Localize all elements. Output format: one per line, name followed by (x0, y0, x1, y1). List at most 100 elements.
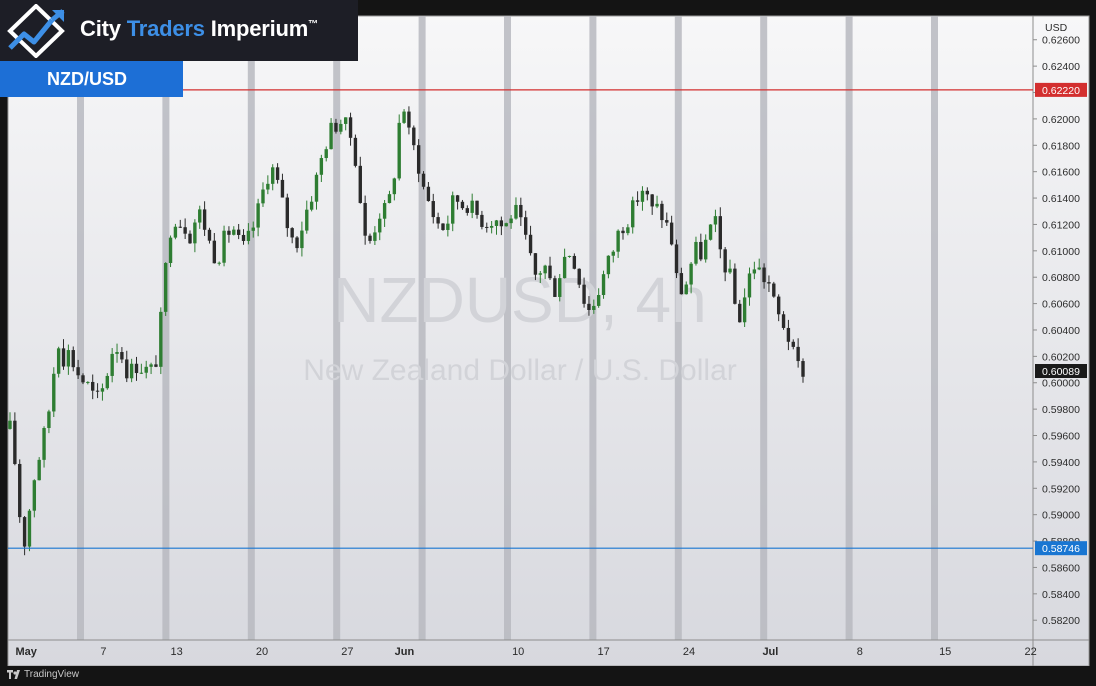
candle-body (183, 227, 187, 234)
candle-body (562, 256, 567, 279)
candle-body (227, 230, 231, 235)
candle-body (455, 195, 460, 202)
candle-body (416, 145, 421, 174)
candle-body (159, 311, 163, 367)
candle-body (212, 240, 217, 264)
weekend-band (247, 16, 255, 640)
weekend-band (674, 16, 682, 640)
weekend-band (162, 16, 170, 640)
candle-body (611, 251, 615, 256)
candle-body (728, 268, 732, 273)
candle-body (42, 428, 46, 460)
candle-body (246, 230, 251, 241)
candle-body (713, 216, 718, 225)
candle-body (353, 137, 358, 166)
y-tick-label: 0.61400 (1042, 193, 1080, 205)
candle-body (601, 274, 606, 296)
candle-body (314, 174, 319, 202)
candle-body (129, 363, 134, 379)
candle-body (110, 353, 114, 376)
x-tick-label: 24 (683, 646, 695, 658)
candle-body (280, 179, 285, 198)
candle-body (295, 237, 299, 249)
candle-body (645, 190, 650, 195)
watermark-title: NZDUSD, 4h (333, 264, 706, 336)
candle-body (509, 218, 513, 224)
candle-body (339, 123, 343, 132)
candle-body (266, 183, 270, 190)
y-tick-label: 0.61800 (1042, 140, 1080, 152)
candle-body (504, 223, 508, 227)
y-tick-label: 0.62400 (1042, 61, 1080, 73)
support-price-label: 0.58746 (1042, 543, 1080, 555)
last-price-label: 0.60089 (1042, 366, 1080, 378)
candle-body (300, 230, 304, 249)
symbol-label: NZD/USD (47, 69, 127, 89)
candle-body (791, 341, 795, 347)
y-tick-label: 0.59800 (1042, 404, 1080, 416)
candle-body (154, 364, 158, 367)
candle-body (767, 282, 771, 284)
candle-body (436, 217, 440, 224)
candle-body (236, 229, 241, 235)
candle-body (378, 218, 382, 233)
candle-body (66, 350, 71, 367)
candle-body (796, 346, 800, 362)
candle-body (596, 295, 601, 306)
candle-body (412, 127, 416, 146)
candle-body (32, 480, 37, 511)
candle-body (27, 510, 32, 547)
candle-body (358, 165, 362, 203)
candle-body (61, 348, 66, 367)
candle-body (8, 420, 12, 429)
candle-body (538, 273, 542, 275)
candle-body (451, 195, 455, 224)
candle-body (81, 375, 85, 383)
candle-body (747, 273, 752, 298)
candle-body (567, 255, 572, 257)
candle-body (665, 220, 669, 223)
candle-body (738, 303, 742, 323)
candle-body (173, 226, 178, 238)
candle-body (660, 203, 664, 221)
x-tick-label: 7 (100, 646, 106, 658)
candle-body (193, 222, 197, 244)
x-tick-label: Jul (762, 646, 778, 658)
candle-body (232, 229, 236, 235)
candle-body (324, 149, 328, 159)
x-tick-label: May (15, 646, 37, 658)
candle-body (56, 348, 61, 374)
candle-body (387, 194, 392, 204)
candle-body (548, 265, 552, 279)
y-tick-label: 0.58200 (1042, 615, 1080, 627)
candle-body (592, 305, 596, 311)
candle-body (553, 278, 557, 297)
y-tick-label: 0.61000 (1042, 246, 1080, 258)
candle-body (572, 255, 577, 269)
candle-body (689, 263, 693, 285)
candle-body (489, 225, 494, 228)
tradingview-logo-icon (7, 670, 20, 679)
candle-body (115, 352, 119, 354)
candle-body (407, 111, 411, 128)
candle-body (640, 190, 645, 202)
candle-body (368, 235, 372, 241)
x-tick-label: 17 (597, 646, 609, 658)
candle-body (446, 223, 450, 230)
candle-body (694, 241, 698, 264)
candle-body (207, 229, 212, 241)
y-tick-label: 0.60800 (1042, 272, 1080, 284)
candle-body (76, 367, 80, 376)
candle-body (543, 265, 547, 274)
candle-body (786, 327, 791, 342)
candle-body (781, 314, 786, 328)
symbol-tag: NZD/USD (0, 61, 183, 97)
weekend-band (504, 16, 511, 640)
candle-body (704, 239, 708, 260)
weekend-band (845, 16, 853, 640)
candle-body (421, 173, 426, 187)
resistance-price-label: 0.62220 (1042, 85, 1080, 97)
y-tick-label: 0.60600 (1042, 299, 1080, 311)
candle-body (524, 217, 528, 235)
